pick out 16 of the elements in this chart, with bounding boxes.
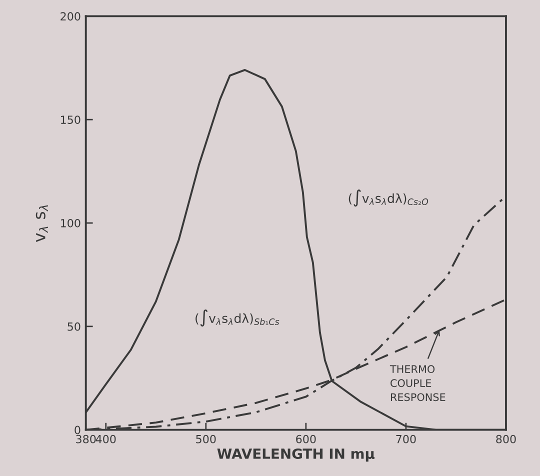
y-tick-label: 100 [61, 218, 80, 228]
annotation: THERMO COUPLE RESPONSE [390, 365, 446, 402]
y-tick-label: 200 [60, 12, 80, 21]
x-tick-label: 500 [196, 434, 216, 444]
y-tick-label: 150 [61, 116, 80, 124]
x-axis-title: WAVELENGTH IN mμ [217, 448, 375, 462]
annotation: (∫v$_{λ}$s$_{λ}$dλ)$_{Sb₁Cs}$ [196, 309, 280, 327]
x-tick-label: 800 [496, 434, 516, 444]
x-tick-label: 600 [296, 434, 316, 444]
annotation: (∫v$_{λ}$s$_{λ}$dλ)$_{Cs₂O}$ [348, 190, 428, 207]
x-tick-label: 700 [396, 434, 416, 444]
y-tick-label: 50 [68, 322, 80, 331]
x-tick-label: 400 [96, 434, 116, 444]
y-tick-label: 0 [74, 426, 80, 434]
x-tick-label: 380 [76, 434, 96, 444]
y-axis-title: v$_{λ}$ s$_{λ}$ [36, 205, 48, 242]
